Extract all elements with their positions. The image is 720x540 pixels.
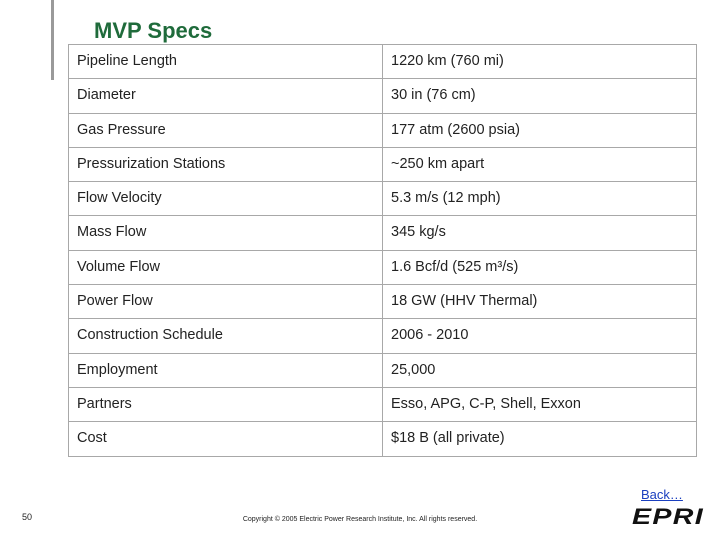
spec-value: 1.6 Bcf/d (525 m³/s) [382, 249, 697, 286]
spec-name: Mass Flow [68, 215, 383, 251]
spec-name: Construction Schedule [68, 318, 383, 354]
table-row: Mass Flow 345 kg/s [68, 215, 697, 251]
back-link[interactable]: Back… [641, 487, 683, 502]
table-row: Pressurization Stations ~250 km apart [68, 146, 697, 183]
table-row: Cost $18 B (all private) [68, 421, 697, 457]
table-row: Flow Velocity 5.3 m/s (12 mph) [68, 181, 697, 217]
table-row: Partners Esso, APG, C-P, Shell, Exxon [68, 386, 697, 423]
spec-name: Volume Flow [68, 249, 383, 286]
spec-name: Flow Velocity [68, 181, 383, 217]
spec-name: Power Flow [68, 284, 383, 320]
table-row: Volume Flow 1.6 Bcf/d (525 m³/s) [68, 249, 697, 286]
spec-value: 1220 km (760 mi) [382, 43, 697, 80]
spec-name: Diameter [68, 78, 383, 114]
table-row: Gas Pressure 177 atm (2600 psia) [68, 112, 697, 148]
table-row: Construction Schedule 2006 - 2010 [68, 318, 697, 354]
spec-value: 5.3 m/s (12 mph) [382, 181, 697, 217]
spec-value: 345 kg/s [382, 215, 697, 251]
spec-name: Cost [68, 421, 383, 457]
spec-name: Employment [68, 352, 383, 388]
page-number: 50 [22, 512, 33, 522]
table-row: Power Flow 18 GW (HHV Thermal) [68, 284, 697, 320]
copyright: Copyright © 2005 Electric Power Research… [242, 516, 478, 523]
spec-value: $18 B (all private) [382, 421, 697, 457]
spec-name: Pipeline Length [68, 43, 383, 80]
table-row: Diameter 30 in (76 cm) [68, 78, 697, 114]
spec-value: 18 GW (HHV Thermal) [382, 284, 697, 320]
spec-value: 25,000 [382, 352, 697, 388]
spec-name: Pressurization Stations [68, 146, 383, 183]
logo: EPRI [632, 504, 704, 529]
spec-table: Pipeline Length 1220 km (760 mi) Diameter 3… [68, 43, 697, 457]
spec-value: 177 atm (2600 psia) [382, 112, 697, 148]
spec-name: Partners [68, 386, 383, 423]
accent-line [51, 0, 54, 80]
spec-value: 30 in (76 cm) [382, 78, 697, 114]
spec-value: 2006 - 2010 [382, 318, 697, 354]
table-row: Pipeline Length 1220 km (760 mi) [68, 43, 697, 80]
spec-value: ~250 km apart [382, 146, 697, 183]
spec-value: Esso, APG, C-P, Shell, Exxon [382, 386, 697, 423]
table-row: Employment 25,000 [68, 352, 697, 388]
spec-name: Gas Pressure [68, 112, 383, 148]
slide-title: MVP Specs [94, 18, 213, 43]
